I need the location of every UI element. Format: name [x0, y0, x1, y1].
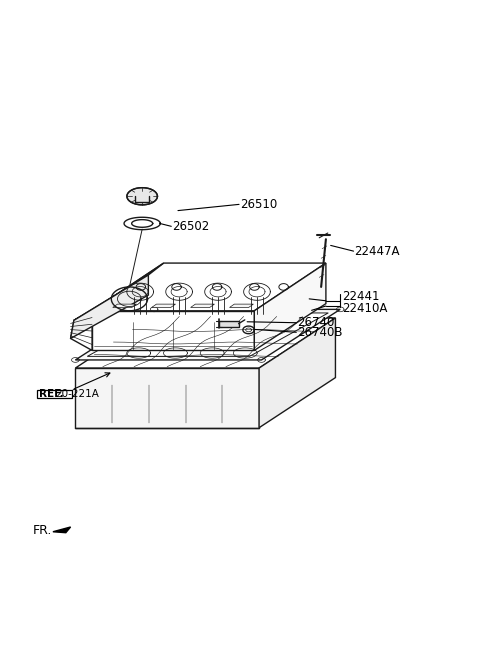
Polygon shape [254, 263, 326, 350]
Polygon shape [229, 304, 253, 307]
Text: 20-221A: 20-221A [55, 389, 99, 399]
Text: 22441: 22441 [343, 290, 380, 303]
Text: 22447A: 22447A [355, 245, 400, 257]
Polygon shape [75, 318, 336, 368]
Polygon shape [154, 341, 200, 346]
Polygon shape [87, 313, 328, 356]
Polygon shape [113, 304, 137, 307]
Text: 26510: 26510 [240, 198, 277, 211]
Polygon shape [127, 188, 157, 205]
Polygon shape [92, 263, 326, 310]
Polygon shape [71, 275, 148, 339]
FancyBboxPatch shape [36, 390, 72, 398]
Polygon shape [71, 310, 92, 350]
Polygon shape [259, 318, 336, 428]
Polygon shape [53, 527, 71, 533]
Text: 26740: 26740 [297, 316, 335, 329]
Text: 22410A: 22410A [343, 302, 388, 315]
Text: FR.: FR. [33, 524, 52, 537]
Text: 26502: 26502 [172, 220, 209, 233]
Text: 26740B: 26740B [297, 326, 343, 339]
Polygon shape [92, 310, 254, 350]
Polygon shape [75, 309, 340, 360]
Polygon shape [205, 341, 252, 346]
Polygon shape [152, 304, 176, 307]
Polygon shape [75, 368, 259, 428]
Polygon shape [191, 304, 215, 307]
Polygon shape [219, 321, 239, 327]
Text: REF.: REF. [38, 389, 63, 399]
Polygon shape [74, 263, 164, 320]
